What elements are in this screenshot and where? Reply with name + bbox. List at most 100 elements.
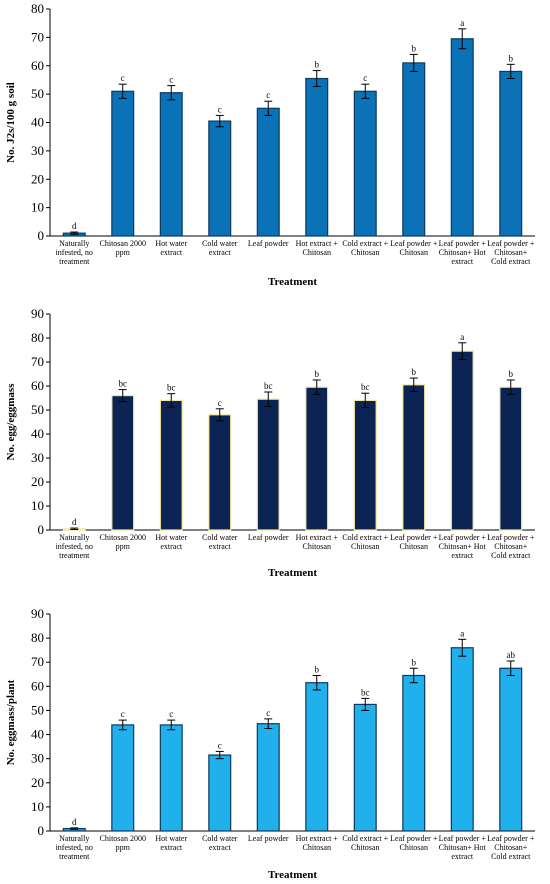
- category-label: Leaf powder + Chitosan: [390, 834, 438, 852]
- significance-label: bc: [361, 687, 370, 697]
- significance-label: b: [509, 53, 514, 63]
- category-label: Naturally infested, no treatment: [56, 239, 93, 266]
- y-tick-label: 80: [31, 630, 44, 645]
- significance-label: bc: [264, 381, 273, 391]
- category-label: Cold extract + Chitosan: [342, 533, 388, 551]
- bar: [159, 724, 183, 832]
- bar: [208, 414, 232, 531]
- category-label: Naturally infested, no treatment: [56, 533, 93, 560]
- chart-3: 0 10 20 30 40 50 60 70 80 90 No. eggmass/plant d Nat…: [5, 606, 535, 881]
- category-label: Hot extract + Chitosan: [296, 239, 339, 257]
- significance-label: bc: [167, 383, 176, 393]
- y-tick-label: 10: [31, 799, 44, 814]
- category-label: Leaf powder + Chitosan+ Cold extract: [487, 239, 535, 266]
- y-axis-title: No. J2s/100 g soil: [5, 82, 17, 163]
- significance-label: ab: [507, 650, 516, 660]
- y-tick-label: 10: [31, 200, 44, 215]
- category-label: Leaf powder + Chitosan: [390, 533, 438, 551]
- category-label: Chitosan 2000 ppm: [100, 533, 146, 551]
- y-tick-label: 90: [31, 606, 44, 621]
- bar: [402, 674, 426, 832]
- bar: [256, 723, 280, 832]
- category-label: Naturally infested, no treatment: [56, 834, 93, 861]
- y-tick-label: 50: [31, 86, 44, 101]
- significance-label: c: [218, 104, 222, 114]
- chart-1: 0 10 20 30 40 50 60 70 80 No. J2s/100 g soil d Natu…: [5, 1, 535, 288]
- category-label: Leaf powder + Chitosan+ Hot extract: [439, 533, 487, 560]
- bar: [353, 90, 377, 237]
- significance-label: b: [412, 657, 417, 667]
- significance-label: d: [72, 817, 77, 827]
- bar: [111, 724, 135, 832]
- significance-label: b: [315, 369, 320, 379]
- significance-label: c: [363, 73, 367, 83]
- bar: [353, 399, 377, 531]
- bar: [208, 120, 232, 237]
- bar: [159, 92, 183, 237]
- category-label: Hot water extract: [155, 533, 187, 551]
- y-tick-label: 40: [31, 727, 44, 742]
- bar: [208, 754, 232, 832]
- significance-label: b: [315, 664, 320, 674]
- bar: [450, 350, 474, 531]
- y-tick-label: 90: [31, 306, 44, 321]
- bar: [159, 399, 183, 531]
- y-axis-title: No. egg/eggmass: [5, 383, 17, 461]
- bar: [499, 667, 523, 832]
- x-axis-title: Treatment: [268, 869, 317, 881]
- significance-label: c: [121, 73, 125, 83]
- y-tick-label: 40: [31, 426, 44, 441]
- significance-label: a: [460, 332, 464, 342]
- significance-label: d: [72, 221, 77, 231]
- y-tick-label: 70: [31, 654, 44, 669]
- significance-label: c: [218, 740, 222, 750]
- y-tick-label: 50: [31, 402, 44, 417]
- y-tick-label: 80: [31, 330, 44, 345]
- bar: [305, 77, 329, 237]
- y-tick-label: 60: [31, 378, 44, 393]
- significance-label: a: [460, 18, 464, 28]
- y-tick-label: 0: [38, 522, 45, 537]
- category-label: Cold water extract: [202, 533, 238, 551]
- significance-label: c: [266, 708, 270, 718]
- bar: [450, 647, 474, 832]
- y-tick-label: 70: [31, 29, 44, 44]
- category-label: Leaf powder: [248, 834, 289, 843]
- y-tick-label: 80: [31, 1, 44, 16]
- bar: [256, 398, 280, 531]
- significance-label: a: [460, 628, 464, 638]
- category-label: Leaf powder + Chitosan: [390, 239, 438, 257]
- bar: [450, 38, 474, 237]
- bar: [305, 682, 329, 832]
- x-axis-title: Treatment: [268, 276, 317, 288]
- y-tick-label: 10: [31, 498, 44, 513]
- category-label: Cold water extract: [202, 239, 238, 257]
- significance-label: c: [266, 90, 270, 100]
- significance-label: c: [169, 75, 173, 85]
- y-tick-label: 30: [31, 751, 44, 766]
- category-label: Cold extract + Chitosan: [342, 834, 388, 852]
- category-label: Leaf powder + Chitosan+ Cold extract: [487, 834, 535, 861]
- significance-label: c: [169, 709, 173, 719]
- bar: [305, 386, 329, 531]
- y-tick-label: 70: [31, 354, 44, 369]
- y-tick-label: 30: [31, 143, 44, 158]
- bar: [499, 386, 523, 531]
- category-label: Hot extract + Chitosan: [296, 533, 339, 551]
- category-label: Leaf powder + Chitosan+ Hot extract: [439, 834, 487, 861]
- bar: [111, 90, 135, 237]
- significance-label: bc: [119, 379, 128, 389]
- category-label: Chitosan 2000 ppm: [100, 834, 146, 852]
- x-axis-title: Treatment: [268, 567, 317, 579]
- chart-2: 0 10 20 30 40 50 60 70 80 90 No. egg/eggmass d Natur…: [5, 306, 535, 579]
- significance-label: d: [72, 517, 77, 527]
- bar: [402, 62, 426, 237]
- y-tick-label: 0: [38, 823, 45, 838]
- significance-label: b: [315, 60, 320, 70]
- y-tick-label: 20: [31, 775, 44, 790]
- y-tick-label: 50: [31, 702, 44, 717]
- category-label: Leaf powder + Chitosan+ Cold extract: [487, 533, 535, 560]
- bar: [353, 703, 377, 832]
- y-tick-label: 60: [31, 58, 44, 73]
